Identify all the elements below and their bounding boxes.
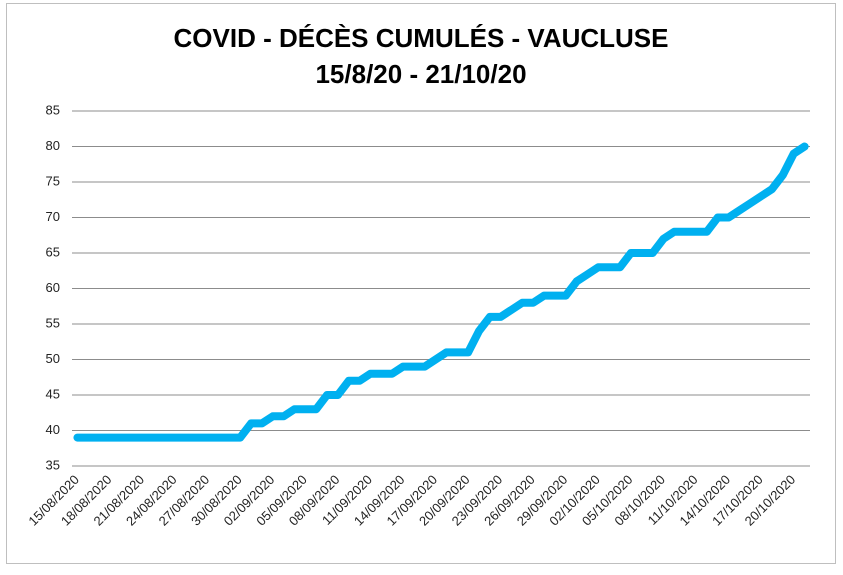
y-tick-label: 60 (46, 280, 60, 295)
y-tick-label: 40 (46, 422, 60, 437)
chart-subtitle: 15/8/20 - 21/10/20 (315, 59, 526, 89)
chart-title: COVID - DÉCÈS CUMULÉS - VAUCLUSE (174, 23, 669, 53)
y-tick-label: 35 (46, 457, 60, 472)
y-tick-label: 80 (46, 138, 60, 153)
y-tick-label: 85 (46, 102, 60, 117)
data-line (73, 142, 809, 442)
y-tick-label: 75 (46, 173, 60, 188)
chart-border (6, 3, 836, 564)
y-tick-label: 70 (46, 209, 60, 224)
y-tick-label: 65 (46, 244, 60, 259)
y-tick-label: 55 (46, 315, 60, 330)
y-tick-label: 50 (46, 351, 60, 366)
y-tick-label: 45 (46, 386, 60, 401)
